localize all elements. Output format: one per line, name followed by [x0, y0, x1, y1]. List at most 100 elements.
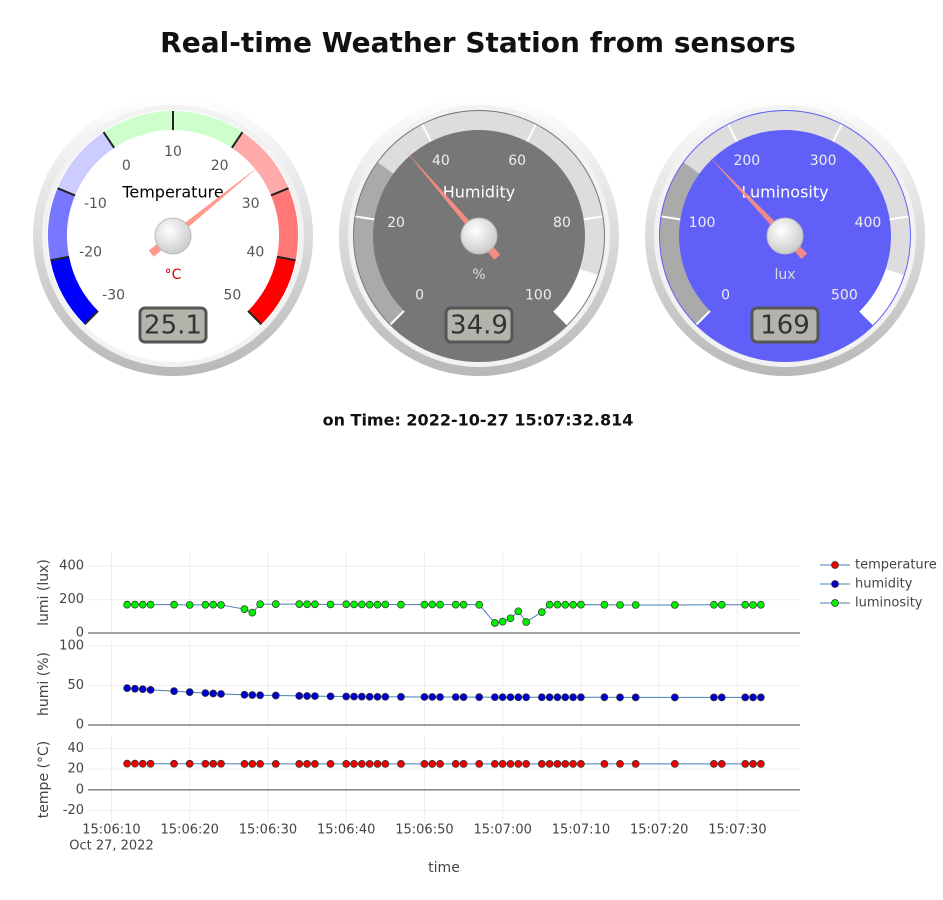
data-point	[553, 760, 562, 768]
data-point	[475, 693, 484, 701]
data-point	[131, 759, 139, 768]
data-point	[459, 600, 468, 609]
gauge-value: 25.1	[144, 311, 202, 341]
data-point	[670, 601, 679, 609]
gauge-tick	[57, 187, 76, 197]
data-point	[248, 760, 257, 768]
data-point	[491, 760, 499, 768]
y-tick-label: 0	[76, 718, 84, 733]
data-point	[170, 600, 178, 609]
x-tick-label: 15:07:00	[473, 823, 531, 838]
gauge-units: %	[472, 267, 485, 283]
gauge-band	[57, 132, 115, 196]
gauge-cap	[460, 217, 498, 255]
data-point	[545, 693, 554, 702]
data-point	[365, 600, 374, 609]
x-tick-label: 15:06:30	[239, 823, 297, 838]
data-point	[350, 760, 358, 768]
gauge-tick	[859, 310, 875, 326]
gauge-tick-label: -10	[84, 196, 107, 212]
data-point	[436, 760, 444, 768]
data-point	[475, 600, 484, 609]
data-point	[170, 759, 178, 768]
gauge-tick	[526, 124, 537, 143]
data-point	[475, 760, 484, 768]
data-point	[397, 600, 405, 609]
gauge-band	[553, 268, 598, 325]
data-point	[185, 688, 194, 696]
gauge-band	[859, 268, 904, 325]
data-point	[577, 760, 585, 768]
data-point	[185, 759, 194, 768]
y-tick-label: 20	[67, 762, 84, 777]
y-tick-label: 400	[59, 559, 84, 574]
data-point	[373, 760, 382, 768]
x-axis-title: time	[428, 860, 460, 876]
data-point	[577, 693, 585, 702]
gauge-tick	[270, 187, 289, 197]
gauge-tick	[276, 255, 296, 262]
data-point	[545, 600, 554, 609]
data-point	[303, 760, 311, 768]
data-point	[271, 600, 280, 608]
data-point	[381, 760, 390, 768]
data-point	[749, 760, 757, 768]
data-point	[342, 760, 351, 768]
data-point	[506, 614, 515, 623]
y-axis-title: lumi (lux)	[36, 559, 52, 626]
gauge-tick-label: 30	[242, 196, 260, 212]
gauge-tick	[355, 215, 375, 221]
data-point	[185, 601, 194, 609]
data-point	[201, 759, 210, 768]
gauge-tick-label: 500	[831, 287, 858, 303]
y-tick-label: -20	[63, 803, 84, 818]
gauge-units: lux	[774, 267, 795, 283]
data-point	[420, 600, 429, 609]
gauge-tick-label: 20	[211, 158, 229, 174]
data-point	[553, 600, 562, 609]
data-point	[311, 600, 319, 609]
x-tick-label: 15:07:20	[630, 823, 688, 838]
data-point	[631, 601, 640, 609]
data-point	[131, 600, 139, 609]
gauge-value-box	[750, 306, 820, 344]
data-point	[537, 760, 546, 768]
data-point	[326, 600, 335, 609]
y-tick-label: 0	[76, 782, 84, 797]
x-tick-label: 15:06:20	[161, 823, 219, 838]
data-point	[240, 690, 249, 699]
data-point	[757, 693, 765, 702]
gauge-tick	[553, 310, 569, 326]
gauge-value: 34.9	[450, 311, 508, 341]
legend-label: temperature	[855, 558, 937, 573]
gauge-tick-label: -20	[79, 244, 102, 260]
gauge-tick	[832, 124, 843, 143]
data-point	[717, 693, 726, 702]
data-point	[631, 760, 640, 768]
gauge-tick	[695, 310, 711, 326]
data-point	[749, 601, 757, 609]
data-point	[670, 693, 679, 702]
gauge-title: Luminosity	[741, 183, 828, 202]
legend-marker	[831, 561, 839, 569]
data-point	[459, 693, 468, 701]
x-tick-label: 15:06:50	[395, 823, 453, 838]
gauge-cap	[766, 217, 804, 255]
data-point	[209, 759, 218, 768]
data-point	[146, 600, 155, 609]
data-point	[420, 760, 429, 768]
y-tick-label: 100	[59, 638, 84, 653]
data-point	[357, 760, 366, 768]
data-point	[365, 692, 374, 701]
data-point	[240, 760, 249, 768]
gauge-band	[231, 132, 289, 196]
data-point	[600, 693, 609, 702]
data-point	[217, 690, 225, 698]
gauge-tick-label: 0	[415, 287, 424, 303]
gauge-cap	[154, 217, 192, 255]
data-point	[436, 693, 444, 701]
gauge-tick	[50, 255, 70, 262]
data-point	[569, 693, 577, 702]
gauge-band	[354, 162, 405, 325]
